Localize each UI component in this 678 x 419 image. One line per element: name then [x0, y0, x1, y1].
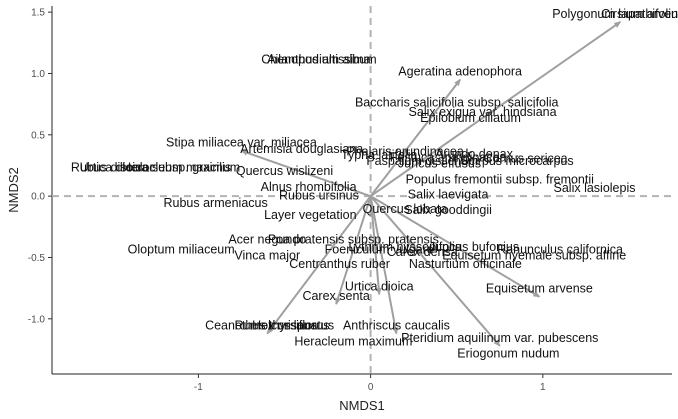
species-label: Urtica dioica [345, 279, 414, 293]
species-label: Anthriscus caucalis [343, 319, 450, 333]
species-label: Eriogonum nudum [457, 347, 559, 361]
species-label: Quercus wislizeni [236, 164, 333, 178]
species-arrow [369, 195, 399, 335]
species-arrow [266, 195, 372, 335]
species-label: Ranunculus californica [497, 242, 623, 256]
species-label: Juncus effusus [398, 157, 481, 171]
species-label: Heracleum maximum [122, 160, 240, 174]
x-tick-label: 0 [368, 382, 374, 393]
species-label: Populus fremontii subsp. fremontii [406, 173, 594, 187]
species-label: Lythrum hyssopifolia [348, 240, 462, 254]
x-tick-label: -1 [194, 382, 203, 393]
y-tick-label: 0.0 [31, 192, 45, 203]
species-label: Festuca arundinacea [390, 150, 507, 164]
species-arrow [369, 195, 501, 347]
species-label: Epilobium ciliatum [420, 111, 521, 125]
species-label: Centranthus ruber [289, 257, 390, 271]
species-arrow [369, 196, 382, 296]
y-ticks: -1.0 -0.5 0.0 0.5 1.0 1.5 [28, 8, 52, 325]
species-label: Urtica dioica subsp. gracilis [80, 160, 231, 174]
species-label: Arundo donax [435, 147, 514, 161]
reference-lines [52, 6, 672, 374]
species-label: Polygonum lapathifolium [552, 7, 678, 21]
species-label: Nasturtium officinale [409, 257, 522, 271]
species-label: Vinca major [234, 249, 300, 263]
species-label: Artemisia douglasiana [240, 142, 363, 156]
species-label: Rumex crispus [235, 319, 318, 333]
species-label: Typha latifolia [341, 148, 417, 162]
species-arrow [335, 195, 372, 306]
species-arrow [240, 149, 371, 198]
y-tick-label: -0.5 [28, 253, 46, 264]
species-label: Phalaris arundinacea [346, 144, 463, 158]
species-label: Scirpus microcarpus [460, 154, 573, 168]
species-label: Chenopodium album [261, 52, 376, 66]
species-label: Cirsium arvense [601, 7, 678, 21]
species-label: Rubus ursinus [279, 188, 359, 202]
species-label: Oloptum miliaceum [128, 242, 235, 256]
species-label: Baccharis salicifolia subsp. salicifolia [355, 95, 559, 109]
species-label: Heracleum maximum [294, 334, 412, 348]
species-label: Acer negundo [228, 233, 306, 247]
y-axis-title: NMDS2 [6, 167, 21, 213]
species-label: Holcus lanatus [252, 319, 334, 333]
axes [51, 6, 672, 375]
species-arrow [370, 195, 541, 298]
species-arrows [240, 21, 622, 347]
species-arrow [369, 78, 461, 197]
x-axis-title: NMDS1 [339, 398, 385, 413]
species-label: Foeniculum vulgare [325, 242, 434, 256]
species-label: Alnus rhombifolia [261, 180, 357, 194]
species-label: Pteridium aquilinum var. pubescens [401, 331, 598, 345]
y-tick-label: 1.5 [31, 8, 45, 19]
species-label: Equisetum hyemale subsp. affine [442, 249, 626, 263]
species-label: Paspalum distichum [366, 154, 478, 168]
species-label: Salix lasiolepis [554, 181, 636, 195]
species-label: Ageratina adenophora [398, 65, 522, 79]
species-label: Rubus discolor [71, 160, 154, 174]
species-label: Cornus sericea [484, 152, 568, 166]
y-tick-label: 0.5 [31, 130, 45, 141]
species-label: Carex densa [387, 245, 458, 259]
species-label: Quercus lobata [363, 202, 448, 216]
species-label: Layer vegetation [264, 208, 356, 222]
x-tick-label: 1 [540, 382, 546, 393]
species-arrow [370, 21, 622, 197]
species-label: Ailanthus altissima [267, 52, 371, 66]
x-ticks: -1 0 1 [194, 374, 546, 393]
species-label: Ceanothus thyrsiflorus [205, 319, 329, 333]
species-label: Juncus bufonius [429, 240, 519, 254]
species-label: Salix laevigata [408, 187, 489, 201]
species-label: Equisetum arvense [486, 282, 593, 296]
y-tick-label: 1.0 [31, 69, 45, 80]
y-tick-label: -1.0 [28, 314, 46, 325]
species-label: Salix gooddingii [404, 203, 492, 217]
species-label: Carex senta [302, 289, 369, 303]
species-label: Poa pratensis subsp. pratensis [268, 233, 439, 247]
species-label: Salix exigua var. hindsiana [409, 105, 557, 119]
species-label: Rubus armeniacus [164, 196, 268, 210]
species-label: Stipa miliacea var. miliacea [166, 136, 317, 150]
